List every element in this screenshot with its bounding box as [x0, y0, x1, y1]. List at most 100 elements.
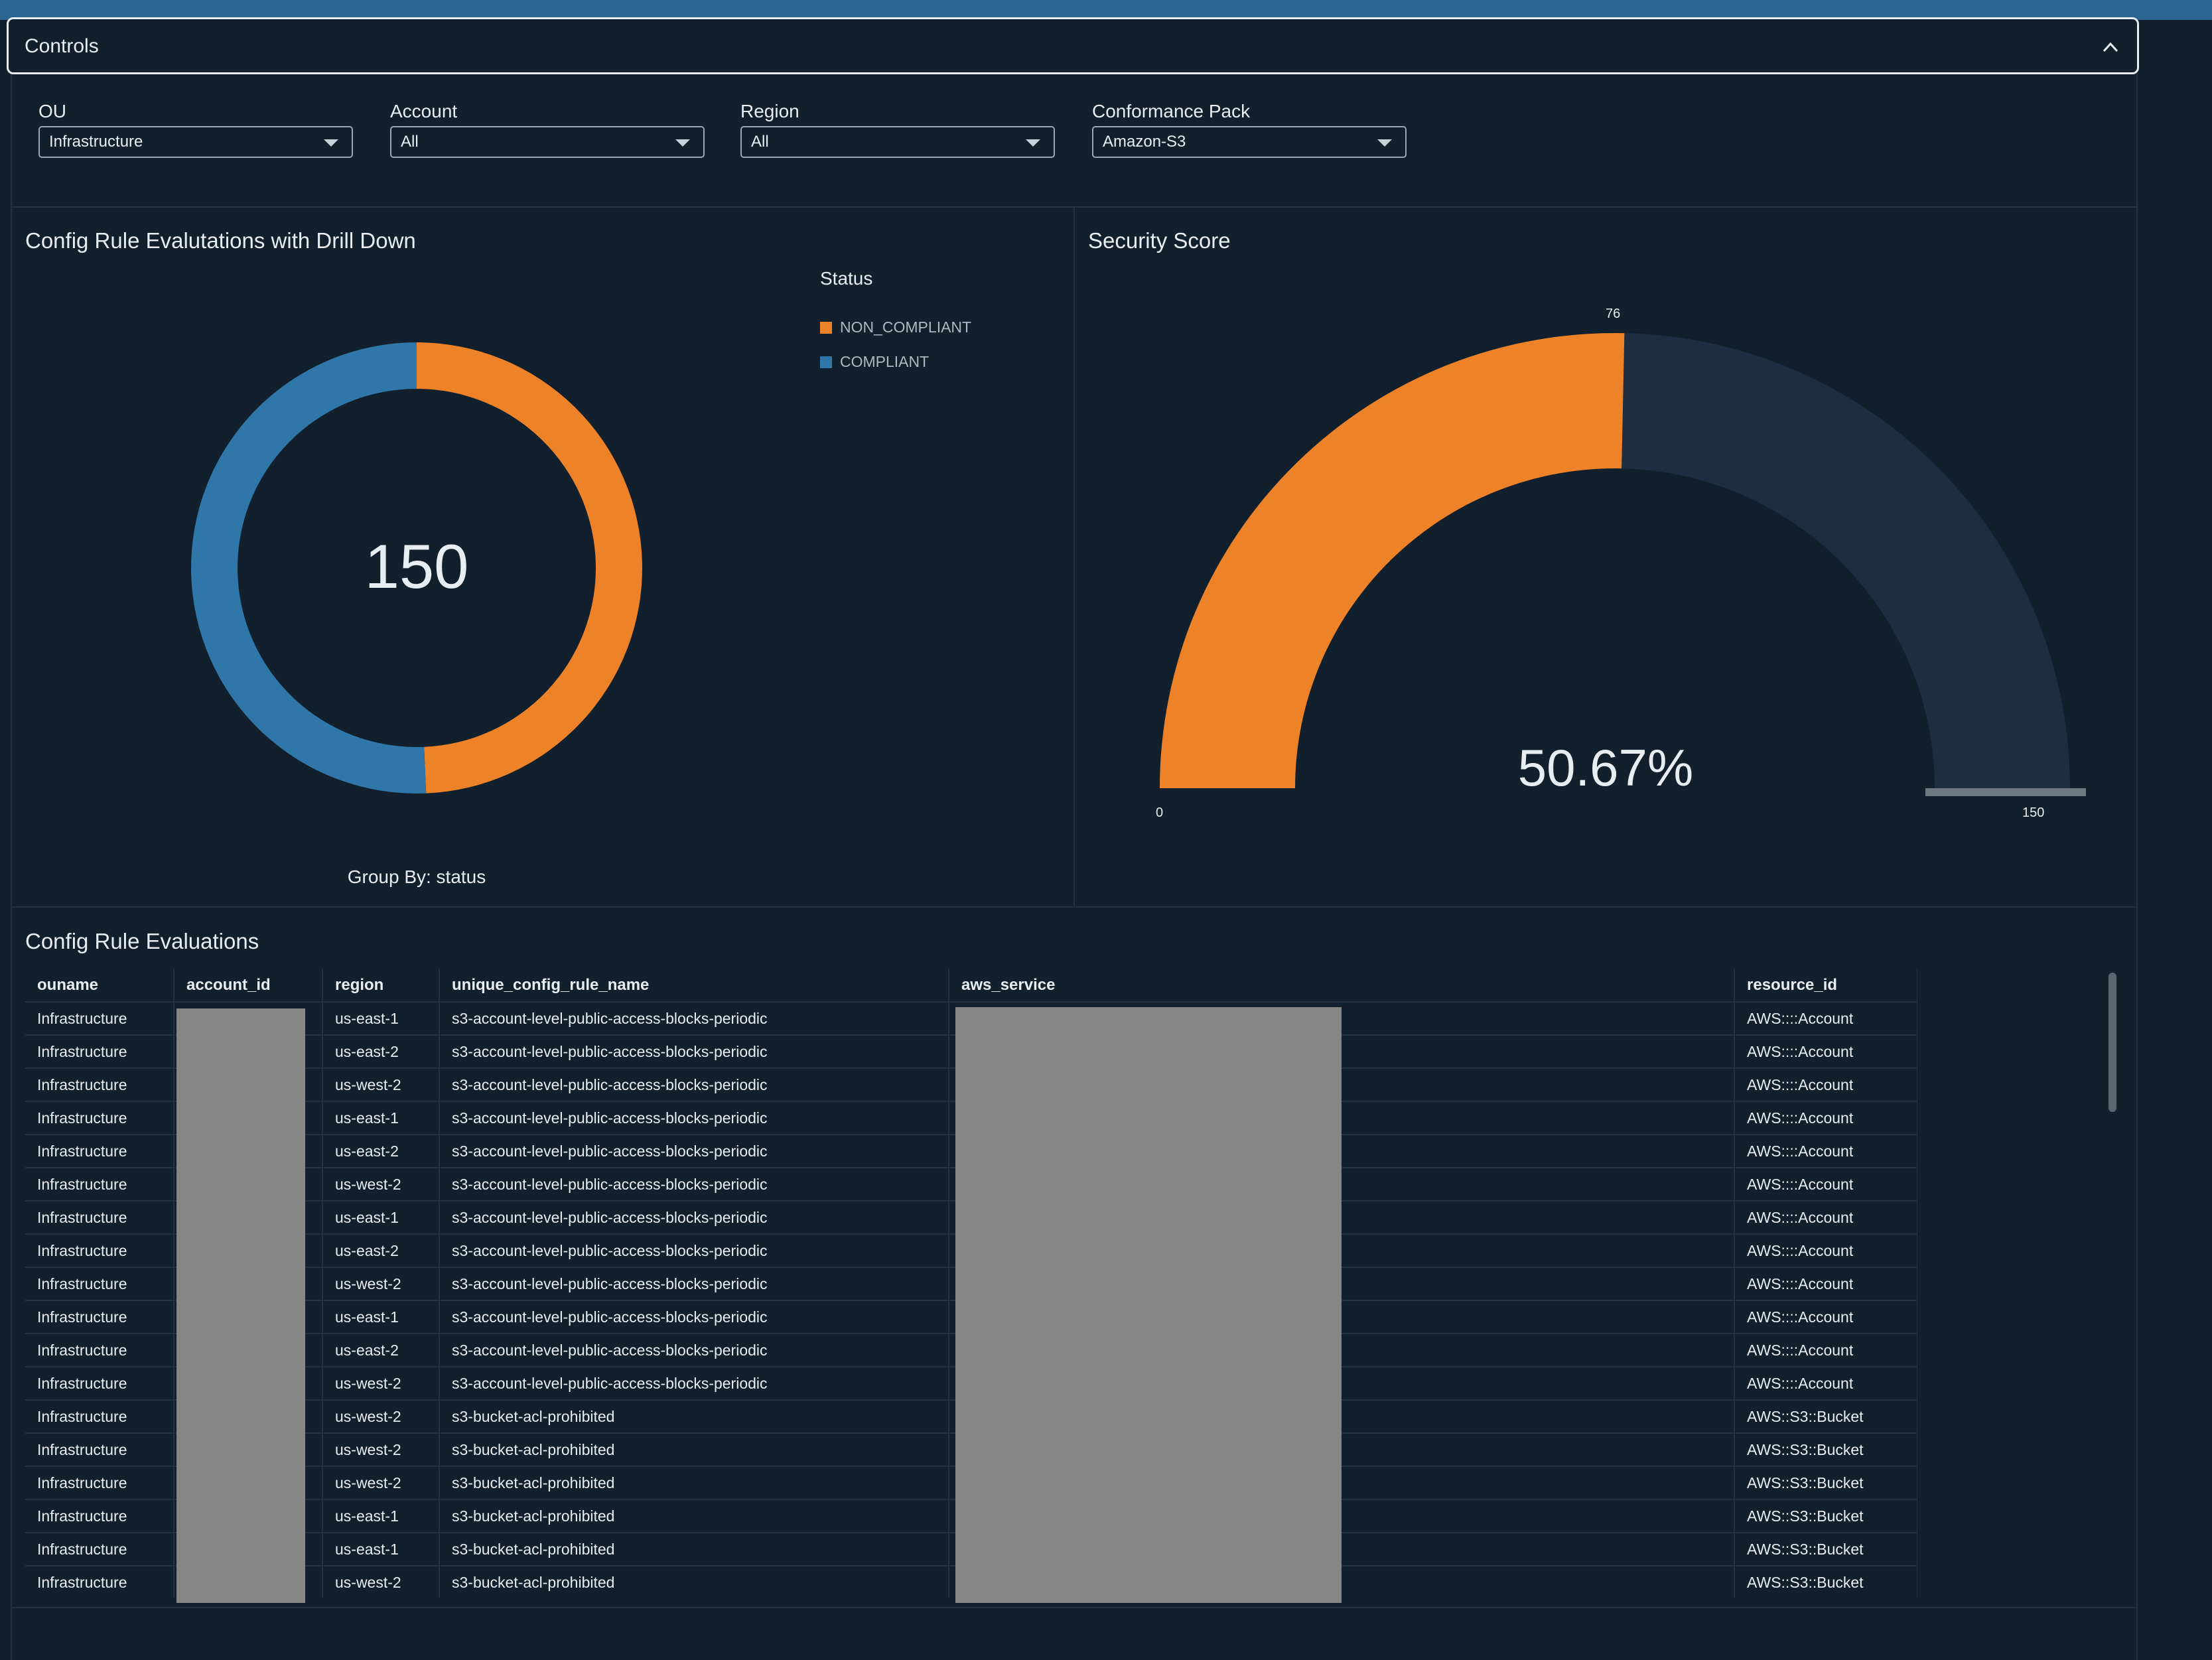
filter-label: Account [390, 101, 458, 121]
gauge-end-marker [1925, 788, 2086, 796]
legend-label: NON_COMPLIANT [840, 318, 972, 336]
top-bar [0, 0, 2212, 20]
cell-resource-id: AWS::S3::Bucket [1734, 1566, 1917, 1598]
cell-region: us-west-2 [322, 1433, 440, 1467]
cell-resource-id: AWS::::Account [1734, 1300, 1917, 1334]
page-frame-right [2136, 74, 2138, 1660]
chevron-up-icon[interactable] [2099, 35, 2122, 59]
gauge-track [1622, 333, 2070, 788]
table-row[interactable]: Infrastructure us-west-2 s3-account-level-… [25, 1267, 1917, 1301]
filter-label: Conformance Pack [1092, 101, 1251, 121]
column-header-region[interactable]: region [322, 969, 440, 1003]
cell-region: us-east-1 [322, 1002, 440, 1036]
cell-region: us-east-2 [322, 1135, 440, 1168]
cell-ouname: Infrastructure [25, 1267, 174, 1301]
column-header-account-id[interactable]: account_id [174, 969, 323, 1003]
conformance-pack-select[interactable]: Amazon-S3 [1092, 126, 1407, 158]
cell-region: us-east-1 [322, 1499, 440, 1533]
filter-region: Region All [740, 100, 1055, 158]
cell-rule-name: s3-account-level-public-access-blocks-pe… [439, 1334, 949, 1367]
cell-rule-name: s3-bucket-acl-prohibited [439, 1566, 949, 1598]
cell-region: us-east-2 [322, 1334, 440, 1367]
gauge-fill [1160, 332, 1625, 788]
filter-label: Region [740, 101, 799, 121]
cell-rule-name: s3-account-level-public-access-blocks-pe… [439, 1234, 949, 1268]
cell-rule-name: s3-account-level-public-access-blocks-pe… [439, 1300, 949, 1334]
gauge-panel-title: Security Score [1088, 228, 1231, 253]
cell-ouname: Infrastructure [25, 1400, 174, 1434]
column-header-ouname[interactable]: ouname [25, 969, 174, 1003]
cell-region: us-east-1 [322, 1201, 440, 1235]
caret-down-icon [1026, 139, 1040, 147]
cell-ouname: Infrastructure [25, 1566, 174, 1598]
filter-account: Account All [390, 100, 705, 158]
cell-resource-id: AWS::::Account [1734, 1068, 1917, 1102]
caret-down-icon [675, 139, 690, 147]
cell-region: us-west-2 [322, 1466, 440, 1500]
cell-resource-id: AWS::::Account [1734, 1367, 1917, 1401]
legend-label: COMPLIANT [840, 353, 930, 370]
select-value: All [751, 133, 769, 151]
donut-total-value: 150 [364, 531, 469, 601]
cell-resource-id: AWS::::Account [1734, 1201, 1917, 1235]
legend-swatch [820, 356, 832, 368]
cell-rule-name: s3-bucket-acl-prohibited [439, 1433, 949, 1467]
cell-rule-name: s3-bucket-acl-prohibited [439, 1533, 949, 1566]
cell-resource-id: AWS::::Account [1734, 1267, 1917, 1301]
column-header-aws-service[interactable]: aws_service [949, 969, 1735, 1003]
cell-rule-name: s3-account-level-public-access-blocks-pe… [439, 1367, 949, 1401]
legend-item-compliant[interactable]: COMPLIANT [820, 352, 929, 372]
cell-region: us-west-2 [322, 1068, 440, 1102]
cell-region: us-west-2 [322, 1400, 440, 1434]
donut-panel-title: Config Rule Evalutations with Drill Down [25, 228, 416, 253]
cell-region: us-west-2 [322, 1267, 440, 1301]
cell-rule-name: s3-account-level-public-access-blocks-pe… [439, 1201, 949, 1235]
legend-item-non-compliant[interactable]: NON_COMPLIANT [820, 317, 971, 337]
legend-swatch [820, 322, 832, 334]
cell-ouname: Infrastructure [25, 1035, 174, 1069]
cell-ouname: Infrastructure [25, 1234, 174, 1268]
gauge-min-label: 0 [1156, 805, 1164, 820]
controls-header[interactable]: Controls [7, 17, 2139, 74]
cell-rule-name: s3-account-level-public-access-blocks-pe… [439, 1068, 949, 1102]
table-row[interactable]: Infrastructure us-west-2 s3-account-level-… [25, 1068, 1917, 1102]
table-scrollbar[interactable] [2108, 973, 2116, 1112]
cell-rule-name: s3-bucket-acl-prohibited [439, 1499, 949, 1533]
cell-ouname: Infrastructure [25, 1466, 174, 1500]
table-row[interactable]: Infrastructure us-west-2 s3-account-level-… [25, 1367, 1917, 1401]
cell-region: us-west-2 [322, 1367, 440, 1401]
column-header-resource-id[interactable]: resource_id [1734, 969, 1917, 1003]
cell-ouname: Infrastructure [25, 1334, 174, 1367]
gauge-chart [1160, 332, 2086, 796]
cell-ouname: Infrastructure [25, 1068, 174, 1102]
table-title: Config Rule Evaluations [25, 929, 259, 953]
cell-ouname: Infrastructure [25, 1201, 174, 1235]
filter-label: OU [38, 101, 66, 121]
cell-ouname: Infrastructure [25, 1002, 174, 1036]
select-value: Infrastructure [49, 133, 143, 151]
cell-rule-name: s3-bucket-acl-prohibited [439, 1466, 949, 1500]
account-select[interactable]: All [390, 126, 705, 158]
cell-rule-name: s3-account-level-public-access-blocks-pe… [439, 1267, 949, 1301]
cell-resource-id: AWS::::Account [1734, 1002, 1917, 1036]
cell-ouname: Infrastructure [25, 1433, 174, 1467]
gauge-max-label: 150 [2022, 805, 2045, 820]
region-select[interactable]: All [740, 126, 1055, 158]
cell-region: us-west-2 [322, 1566, 440, 1598]
column-header-rule-name[interactable]: unique_config_rule_name [439, 969, 949, 1003]
cell-region: us-east-1 [322, 1533, 440, 1566]
redacted-aws-service-column [955, 1007, 1342, 1603]
cell-rule-name: s3-account-level-public-access-blocks-pe… [439, 1035, 949, 1069]
cell-resource-id: AWS::S3::Bucket [1734, 1400, 1917, 1434]
cell-ouname: Infrastructure [25, 1367, 174, 1401]
table-header-row: ouname account_id region unique_config_r… [25, 969, 1917, 1003]
cell-ouname: Infrastructure [25, 1168, 174, 1202]
cell-rule-name: s3-account-level-public-access-blocks-pe… [439, 1135, 949, 1168]
cell-resource-id: AWS::S3::Bucket [1734, 1499, 1917, 1533]
cell-rule-name: s3-account-level-public-access-blocks-pe… [439, 1101, 949, 1135]
cell-ouname: Infrastructure [25, 1135, 174, 1168]
divider [12, 206, 2136, 208]
table-row[interactable]: Infrastructure us-west-2 s3-bucket-acl-pro… [25, 1400, 1917, 1434]
cell-ouname: Infrastructure [25, 1499, 174, 1533]
ou-select[interactable]: Infrastructure [38, 126, 353, 158]
